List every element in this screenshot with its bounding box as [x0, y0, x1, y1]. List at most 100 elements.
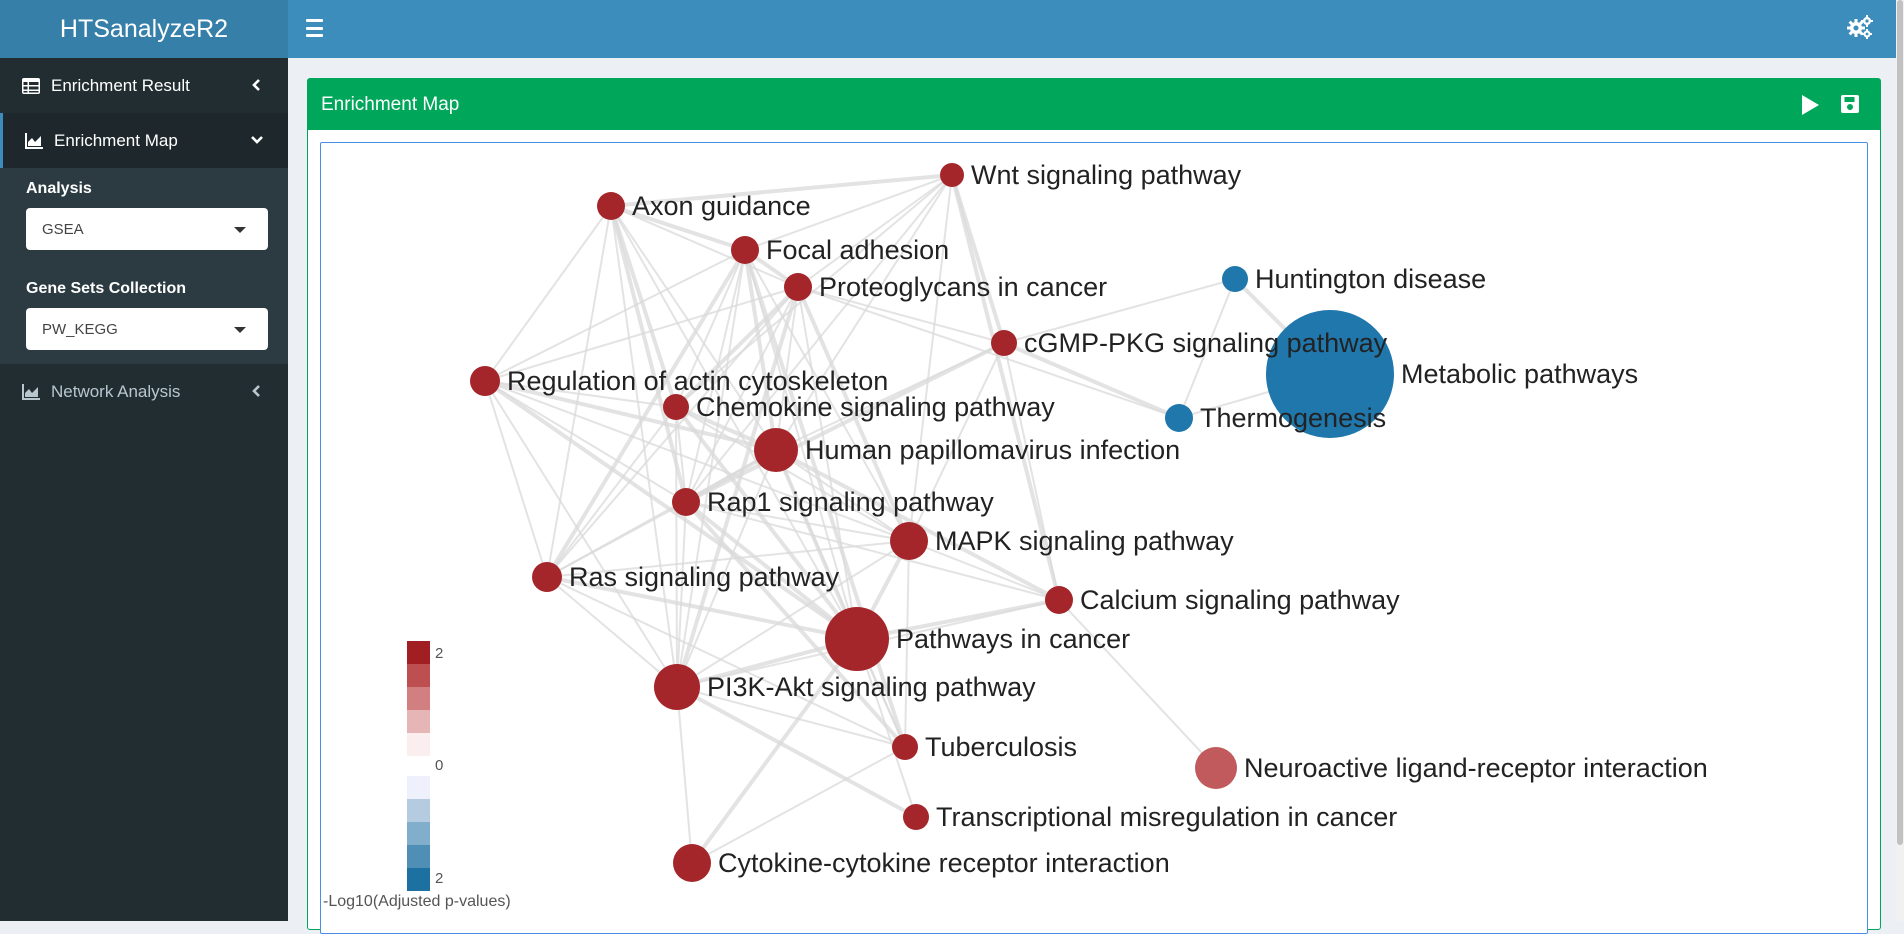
network-node[interactable]: [991, 330, 1017, 356]
network-node-label: Thermogenesis: [1200, 403, 1386, 433]
network-edge: [743, 249, 907, 748]
network-node[interactable]: [1165, 404, 1193, 432]
network-edge: [1003, 342, 1060, 601]
network-edge: [546, 205, 612, 578]
network-edge: [775, 286, 799, 451]
network-edge: [675, 406, 687, 503]
network-node-label: Huntington disease: [1255, 264, 1486, 294]
network-edge: [775, 342, 1005, 451]
caret-down-icon: [234, 227, 246, 233]
analysis-select[interactable]: GSEA: [26, 208, 268, 250]
network-node[interactable]: [673, 844, 711, 882]
network-edge: [685, 341, 1005, 504]
network-node-label: Calcium signaling pathway: [1080, 585, 1400, 615]
sidebar-toggle-icon[interactable]: [306, 19, 323, 37]
network-node[interactable]: [470, 366, 500, 396]
gene-sets-select-value: PW_KEGG: [42, 321, 118, 338]
gears-icon[interactable]: [1846, 13, 1874, 41]
network-edge: [675, 249, 746, 408]
network-node[interactable]: [1222, 266, 1248, 292]
network-node[interactable]: [892, 734, 918, 760]
network-edge: [545, 248, 747, 579]
network-edge: [674, 285, 800, 409]
sidebar: Enrichment Result Enrichment Map Analysi…: [0, 58, 288, 921]
network-edge: [610, 205, 858, 640]
network-node[interactable]: [825, 607, 889, 671]
network-node[interactable]: [672, 488, 700, 516]
network-edge: [610, 205, 799, 288]
legend-swatch: [407, 710, 430, 733]
network-edge: [744, 249, 910, 542]
network-edge: [675, 406, 910, 542]
network-edge: [546, 575, 858, 641]
chevron-down-icon: [251, 136, 263, 144]
network-node-label: Transcriptional misregulation in cancer: [936, 802, 1397, 832]
network-edge: [1003, 278, 1236, 344]
network-edge: [797, 174, 953, 288]
network-edge: [484, 380, 687, 503]
network-edge: [675, 406, 678, 688]
network-edge: [676, 540, 910, 688]
network-edge: [775, 174, 953, 451]
network-edge: [676, 685, 917, 819]
p-value-legend: 2 0 2: [407, 641, 443, 891]
network-node[interactable]: [1195, 747, 1237, 789]
network-edge: [609, 205, 688, 503]
network-node[interactable]: [784, 273, 812, 301]
table-icon: [22, 78, 40, 94]
network-edge: [908, 174, 953, 542]
network-node[interactable]: [890, 522, 928, 560]
sidebar-item-network-analysis[interactable]: Network Analysis: [0, 364, 288, 419]
network-node-label: Focal adhesion: [766, 235, 949, 265]
network-edge: [797, 286, 1005, 344]
network-edge: [484, 249, 746, 382]
network-edge: [484, 380, 677, 408]
box-header: Enrichment Map: [308, 79, 1880, 130]
network-edge: [676, 686, 693, 864]
legend-swatch: [407, 776, 430, 799]
network-node-label: Proteoglycans in cancer: [819, 272, 1107, 302]
network-edges: [483, 173, 1332, 865]
network-node[interactable]: [532, 562, 562, 592]
network-edge: [743, 249, 778, 451]
network-edge: [690, 637, 859, 865]
network-node[interactable]: [940, 163, 964, 187]
network-node-label: Wnt signaling pathway: [971, 160, 1242, 190]
network-node-label: PI3K-Akt signaling pathway: [707, 672, 1036, 702]
network-node[interactable]: [1266, 310, 1394, 438]
network-node[interactable]: [903, 804, 929, 830]
network-node[interactable]: [654, 664, 700, 710]
network-edge: [609, 205, 678, 408]
network-edge: [546, 501, 687, 578]
network-edge: [610, 205, 777, 451]
gene-sets-collection-select[interactable]: PW_KEGG: [26, 308, 268, 350]
legend-swatch: [407, 868, 430, 891]
sidebar-item-enrichment-map[interactable]: Enrichment Map: [0, 113, 288, 168]
network-edge: [610, 173, 953, 208]
network-edge: [676, 249, 746, 688]
network-node[interactable]: [731, 236, 759, 264]
legend-swatch: [407, 664, 430, 687]
network-node-label: cGMP-PKG signaling pathway: [1024, 328, 1388, 358]
network-node-label: Regulation of actin cytoskeleton: [507, 366, 888, 396]
network-node[interactable]: [663, 394, 689, 420]
save-icon[interactable]: [1840, 94, 1860, 114]
network-node[interactable]: [1045, 586, 1073, 614]
enrichment-map-submenu: Analysis GSEA Gene Sets Collection PW_KE…: [0, 168, 288, 364]
network-node[interactable]: [597, 192, 625, 220]
top-navbar: [288, 0, 1896, 58]
play-icon[interactable]: [1800, 94, 1820, 116]
network-node[interactable]: [754, 428, 798, 472]
chevron-left-icon: [252, 385, 260, 397]
legend-title: -Log10(Adjusted p-values): [323, 893, 511, 910]
network-node-label: Metabolic pathways: [1401, 359, 1638, 389]
page-scrollbar[interactable]: [1896, 0, 1904, 921]
network-edge: [1058, 599, 1217, 769]
network-node-label: Cytokine-cytokine receptor interaction: [718, 848, 1170, 878]
network-node-label: Ras signaling pathway: [569, 562, 840, 592]
app-logo[interactable]: HTSanalyzeR2: [0, 0, 288, 58]
sidebar-item-enrichment-result[interactable]: Enrichment Result: [0, 58, 288, 113]
enrichment-map-canvas[interactable]: [320, 142, 1868, 934]
analysis-select-value: GSEA: [42, 221, 84, 238]
